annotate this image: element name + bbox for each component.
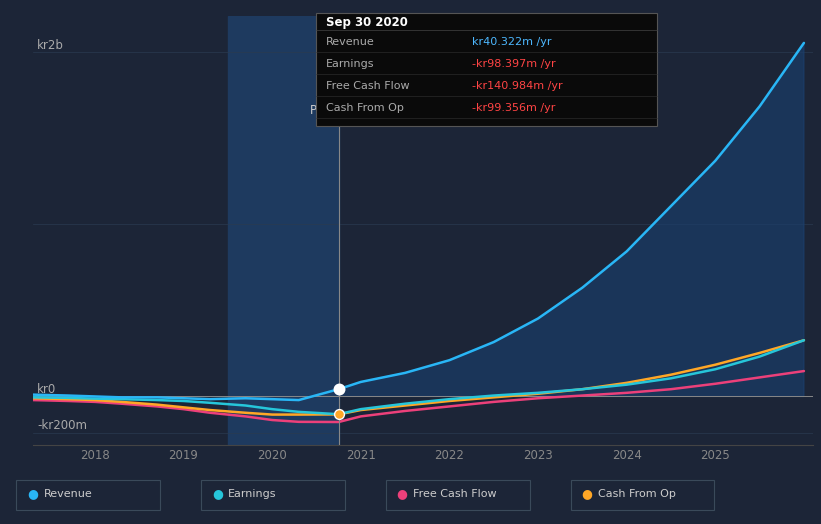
Text: ●: ● [27, 487, 38, 500]
Text: Earnings: Earnings [228, 488, 277, 499]
Text: 2021: 2021 [346, 449, 376, 462]
Point [332, 385, 345, 394]
Text: ●: ● [397, 487, 407, 500]
Text: Earnings: Earnings [326, 59, 374, 69]
Text: -kr140.984m /yr: -kr140.984m /yr [472, 81, 562, 91]
Text: Free Cash Flow: Free Cash Flow [413, 488, 497, 499]
Text: Analysts Forecasts: Analysts Forecasts [346, 104, 456, 117]
Text: ●: ● [581, 487, 592, 500]
Text: 2023: 2023 [523, 449, 553, 462]
Text: kr0: kr0 [37, 383, 57, 396]
Text: 2020: 2020 [257, 449, 287, 462]
Text: Free Cash Flow: Free Cash Flow [326, 81, 410, 91]
Text: -kr200m: -kr200m [37, 419, 87, 432]
Bar [227, 16, 338, 445]
Text: kr40.322m /yr: kr40.322m /yr [472, 37, 552, 47]
Text: kr2b: kr2b [37, 39, 64, 52]
Text: ●: ● [212, 487, 222, 500]
Text: 2022: 2022 [434, 449, 465, 462]
Text: 2024: 2024 [612, 449, 641, 462]
Text: 2025: 2025 [700, 449, 730, 462]
Point [332, 410, 345, 419]
Text: 2018: 2018 [80, 449, 110, 462]
Text: Cash From Op: Cash From Op [326, 103, 404, 113]
Text: -kr98.397m /yr: -kr98.397m /yr [472, 59, 556, 69]
Text: Cash From Op: Cash From Op [598, 488, 676, 499]
Text: 2019: 2019 [168, 449, 199, 462]
Text: Revenue: Revenue [326, 37, 374, 47]
Text: Revenue: Revenue [44, 488, 92, 499]
Text: Past: Past [310, 104, 334, 117]
Text: -kr99.356m /yr: -kr99.356m /yr [472, 103, 556, 113]
Text: Sep 30 2020: Sep 30 2020 [326, 16, 408, 29]
